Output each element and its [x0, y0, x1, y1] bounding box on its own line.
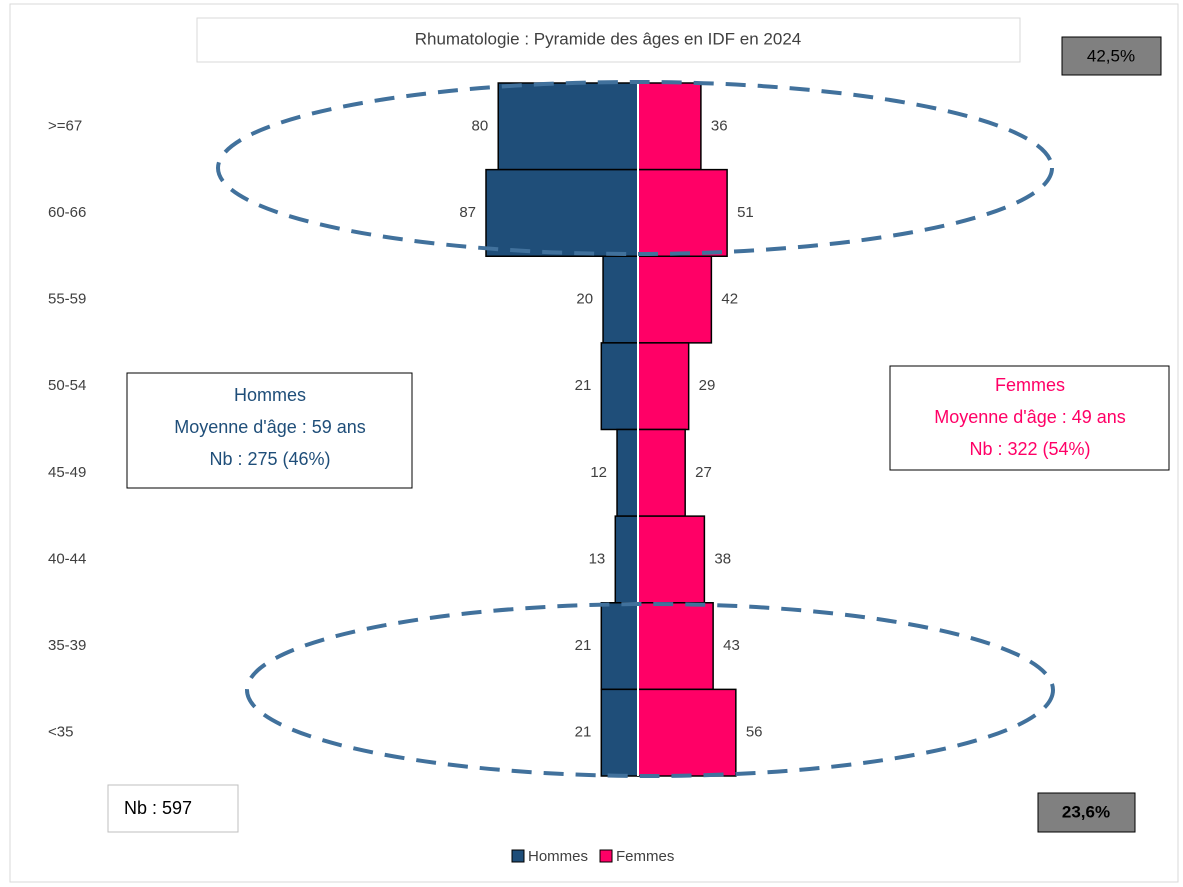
- top-share: 42,5%: [1087, 46, 1135, 65]
- y-tick-label: >=67: [48, 117, 82, 134]
- data-label: 38: [714, 550, 731, 567]
- legend-swatch: [511, 849, 525, 863]
- bar: [637, 82, 702, 171]
- bottom-share: 23,6%: [1062, 802, 1110, 821]
- bar: [600, 688, 639, 777]
- legend: Hommes Femmes: [511, 848, 674, 865]
- hommes-label: Hommes: [234, 385, 306, 405]
- data-label: 12: [590, 464, 607, 481]
- y-tick-label: 60-66: [48, 204, 86, 221]
- data-label: 21: [575, 724, 592, 741]
- femmes-label: Femmes: [995, 375, 1065, 395]
- top-share-box: [1061, 36, 1162, 76]
- data-label: 29: [699, 377, 716, 394]
- bar: [485, 168, 639, 257]
- y-tick-label: 35-39: [48, 637, 86, 654]
- bar: [602, 255, 639, 344]
- bars: >=67 80 36 60-66 87 51 55-59 20 42 50-54 21 29 45-49…: [48, 82, 763, 777]
- bar: [616, 428, 639, 517]
- bar: [600, 602, 639, 691]
- bar: [637, 688, 737, 777]
- hommes-mean: Moyenne d'âge : 59 ans: [174, 417, 366, 437]
- bar: [637, 515, 706, 604]
- hommes-count: Nb : 275 (46%): [209, 449, 330, 469]
- data-label: 13: [589, 550, 606, 567]
- y-tick-label: 40-44: [48, 550, 86, 567]
- highlight-ellipse: [245, 602, 1055, 778]
- data-label: 80: [472, 117, 489, 134]
- data-label: 21: [575, 637, 592, 654]
- data-label: 43: [723, 637, 740, 654]
- legend-swatch: [599, 849, 613, 863]
- data-label: 20: [576, 291, 593, 308]
- data-label: 56: [746, 724, 763, 741]
- data-label: 36: [711, 117, 728, 134]
- bar: [637, 602, 714, 691]
- y-tick-label: 55-59: [48, 291, 86, 308]
- bar: [497, 82, 639, 171]
- data-label: 21: [575, 377, 592, 394]
- femmes-box: [889, 365, 1170, 471]
- total-box: [107, 784, 239, 833]
- bar: [637, 168, 728, 257]
- hommes-box: [126, 372, 413, 489]
- bar: [614, 515, 639, 604]
- data-label: 87: [459, 204, 476, 221]
- y-tick-label: 50-54: [48, 377, 86, 394]
- bar: [637, 255, 713, 344]
- data-label: 27: [695, 464, 712, 481]
- data-label: 51: [737, 204, 754, 221]
- bar: [600, 342, 639, 431]
- bar: [637, 342, 690, 431]
- legend-label: Femmes: [616, 848, 674, 865]
- legend-label: Hommes: [528, 848, 588, 865]
- y-tick-label: <35: [48, 724, 73, 741]
- highlight-ellipse: [216, 80, 1054, 256]
- title-box: [196, 17, 1021, 63]
- bar: [637, 428, 686, 517]
- data-label: 42: [721, 291, 738, 308]
- femmes-count: Nb : 322 (54%): [969, 439, 1090, 459]
- y-tick-label: 45-49: [48, 464, 86, 481]
- chart-title: Rhumatologie : Pyramide des âges en IDF …: [415, 29, 802, 48]
- femmes-mean: Moyenne d'âge : 49 ans: [934, 407, 1126, 427]
- bottom-share-box: [1037, 792, 1136, 833]
- total: Nb : 597: [124, 798, 192, 818]
